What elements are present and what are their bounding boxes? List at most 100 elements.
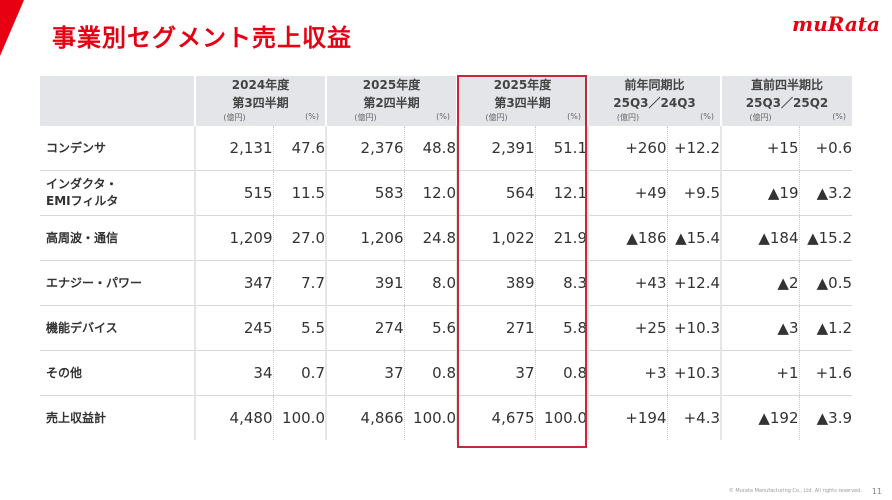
percent-cell: +10.3 bbox=[666, 350, 722, 396]
segment-name-line1: 高周波・通信 bbox=[46, 230, 119, 245]
page-number: 11 bbox=[871, 487, 882, 496]
header-corner-2 bbox=[40, 94, 195, 112]
percent-cell: +0.6 bbox=[798, 126, 853, 171]
amount-cell: 4,866 bbox=[325, 395, 404, 440]
unit-amount: (億円) bbox=[587, 112, 667, 126]
amount-cell: 271 bbox=[456, 305, 535, 351]
percent-cell: +12.2 bbox=[666, 126, 722, 171]
unit-amount: (億円) bbox=[720, 112, 800, 126]
percent-cell: 27.0 bbox=[272, 215, 326, 261]
percent-cell: ▲3.9 bbox=[798, 395, 853, 440]
percent-cell: 8.3 bbox=[534, 260, 588, 306]
amount-cell: ▲186 bbox=[587, 215, 667, 261]
percent-cell: 5.8 bbox=[534, 305, 588, 351]
header-corner bbox=[40, 76, 195, 94]
amount-cell: 37 bbox=[325, 350, 404, 396]
table-row: インダクタ・ EMIフィルタ 515 11.5 583 12.0 564 12.1 +49 +9.… bbox=[40, 170, 853, 216]
unit-pct: (%) bbox=[535, 112, 588, 126]
amount-cell: 564 bbox=[456, 170, 535, 216]
amount-cell: +3 bbox=[587, 350, 667, 396]
segment-name-line1: エナジー・パワー bbox=[46, 275, 143, 290]
percent-cell: 5.5 bbox=[272, 305, 326, 351]
unit-pct: (%) bbox=[799, 112, 853, 126]
copyright-footer: © Murata Manufacturing Co., Ltd. All rig… bbox=[728, 488, 862, 494]
col-subheader-2025q3: 第3四半期 bbox=[456, 94, 588, 112]
percent-cell: 5.6 bbox=[403, 305, 457, 351]
segment-name: その他 bbox=[40, 350, 195, 396]
unit-pct: (%) bbox=[273, 112, 326, 126]
percent-cell: 0.8 bbox=[403, 350, 457, 396]
table-row: 売上収益計 4,480 100.0 4,866 100.0 4,675 100.0 +194 +… bbox=[40, 395, 853, 441]
unit-amount: (億円) bbox=[325, 112, 404, 126]
amount-cell: +194 bbox=[587, 395, 667, 440]
segment-name: 売上収益計 bbox=[40, 396, 195, 441]
amount-cell: 347 bbox=[194, 260, 273, 306]
col-subheader-yoy: 25Q3／24Q3 bbox=[586, 94, 722, 112]
segment-name-line2: EMIフィルタ bbox=[46, 194, 119, 208]
segment-name-line1: 機能デバイス bbox=[46, 320, 118, 335]
amount-cell: 37 bbox=[456, 350, 535, 396]
amount-cell: 389 bbox=[456, 260, 535, 306]
col-header-2025q2: 2025年度 bbox=[325, 76, 457, 94]
amount-cell: +1 bbox=[720, 350, 800, 396]
amount-cell: 391 bbox=[325, 260, 404, 306]
amount-cell: 583 bbox=[325, 170, 404, 216]
amount-cell: ▲2 bbox=[720, 260, 800, 306]
amount-cell: 1,209 bbox=[194, 215, 273, 261]
unit-pct: (%) bbox=[404, 112, 457, 126]
amount-cell: 245 bbox=[194, 305, 273, 351]
col-header-yoy: 前年同期比 bbox=[586, 76, 722, 94]
col-subheader-2025q2: 第2四半期 bbox=[325, 94, 457, 112]
unit-corner bbox=[40, 112, 195, 126]
percent-cell: 21.9 bbox=[534, 215, 588, 261]
amount-cell: +15 bbox=[720, 126, 800, 171]
percent-cell: 12.0 bbox=[403, 170, 457, 216]
segment-name-line1: インダクタ・ bbox=[46, 177, 118, 191]
amount-cell: 4,675 bbox=[456, 395, 535, 440]
percent-cell: ▲3.2 bbox=[798, 170, 853, 216]
percent-cell: 0.8 bbox=[534, 350, 588, 396]
percent-cell: 100.0 bbox=[534, 395, 588, 440]
segment-name: 高周波・通信 bbox=[40, 215, 195, 261]
percent-cell: ▲1.2 bbox=[798, 305, 853, 351]
amount-cell: 1,022 bbox=[456, 215, 535, 261]
page-title: 事業別セグメント売上収益 bbox=[52, 24, 352, 52]
percent-cell: 0.7 bbox=[272, 350, 326, 396]
percent-cell: 47.6 bbox=[272, 126, 326, 171]
percent-cell: +1.6 bbox=[798, 350, 853, 396]
table-row: 機能デバイス 245 5.5 274 5.6 271 5.8 +25 +10.3 ▲3 ▲1.2 bbox=[40, 305, 853, 351]
table-row: 高周波・通信 1,209 27.0 1,206 24.8 1,022 21.9 ▲186 ▲15… bbox=[40, 215, 853, 261]
percent-cell: 12.1 bbox=[534, 170, 588, 216]
table-row: その他 34 0.7 37 0.8 37 0.8 +3 +10.3 +1 +1.6 bbox=[40, 350, 853, 396]
col-subheader-qoq: 25Q3／25Q2 bbox=[720, 94, 853, 112]
percent-cell: +12.4 bbox=[666, 260, 722, 306]
percent-cell: +10.3 bbox=[666, 305, 722, 351]
amount-cell: 34 bbox=[194, 350, 273, 396]
corner-accent bbox=[0, 0, 24, 56]
murata-logo: muRata bbox=[792, 12, 880, 36]
table-row: コンデンサ 2,131 47.6 2,376 48.8 2,391 51.1 +260 +12.… bbox=[40, 126, 853, 171]
percent-cell: 8.0 bbox=[403, 260, 457, 306]
amount-cell: 2,391 bbox=[456, 126, 535, 171]
percent-cell: 51.1 bbox=[534, 126, 588, 171]
amount-cell: +49 bbox=[587, 170, 667, 216]
amount-cell: 2,376 bbox=[325, 126, 404, 171]
col-header-qoq: 直前四半期比 bbox=[720, 76, 853, 94]
amount-cell: 4,480 bbox=[194, 395, 273, 440]
unit-pct: (%) bbox=[667, 112, 722, 126]
percent-cell: 100.0 bbox=[272, 395, 326, 440]
unit-amount: (億円) bbox=[194, 112, 273, 126]
segment-name: 機能デバイス bbox=[40, 305, 195, 351]
segment-name: インダクタ・ EMIフィルタ bbox=[40, 170, 195, 216]
segment-name: コンデンサ bbox=[40, 126, 195, 171]
percent-cell: 100.0 bbox=[403, 395, 457, 440]
percent-cell: +9.5 bbox=[666, 170, 722, 216]
segment-revenue-table: 2024年度 2025年度 2025年度 前年同期比 直前四半期比 第3四半期 … bbox=[40, 76, 853, 441]
unit-amount: (億円) bbox=[456, 112, 535, 126]
col-header-2024q3: 2024年度 bbox=[194, 76, 326, 94]
percent-cell: 7.7 bbox=[272, 260, 326, 306]
amount-cell: ▲19 bbox=[720, 170, 800, 216]
amount-cell: ▲192 bbox=[720, 395, 800, 440]
segment-name-line1: その他 bbox=[46, 365, 83, 380]
percent-cell: ▲0.5 bbox=[798, 260, 853, 306]
